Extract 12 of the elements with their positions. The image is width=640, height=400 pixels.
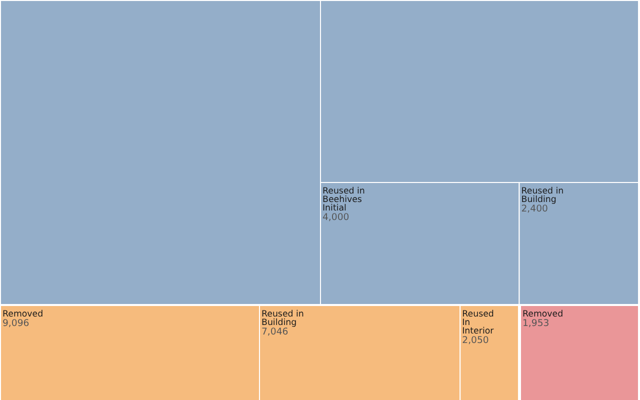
category-label: Removed: [522, 310, 564, 320]
category-label: Reused in Beehives Initial: [322, 186, 365, 214]
data-label: 7,046: [262, 326, 288, 338]
data-label: 1,953: [522, 318, 550, 329]
category-label: Reused in Building: [521, 186, 564, 205]
category-label: Removed: [2, 310, 44, 320]
data-label: 2,400: [521, 204, 548, 214]
category-label: Reused in Building: [262, 310, 304, 328]
data-label: 2,050: [462, 335, 489, 346]
data-label: 9,096: [2, 318, 30, 329]
data-label: 4,000: [322, 212, 350, 223]
category-label: Reused In Interior: [462, 310, 494, 336]
